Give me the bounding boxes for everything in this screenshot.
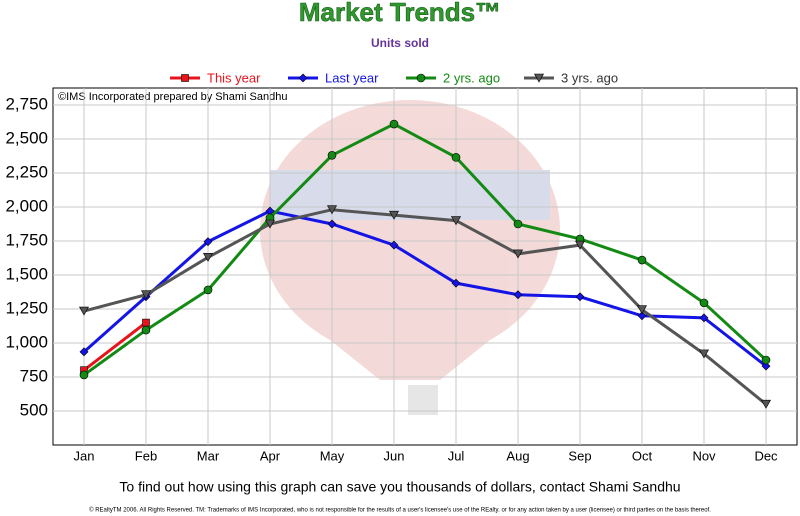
y-tick-label: 750 (20, 366, 48, 385)
x-tick-label: Sep (568, 448, 591, 463)
x-tick-label: Jun (384, 448, 405, 463)
marker (699, 298, 709, 308)
marker (637, 311, 647, 321)
marker (141, 325, 151, 335)
y-tick-label: 1,250 (5, 298, 48, 317)
legend-label: 3 yrs. ago (561, 70, 618, 85)
marker (327, 219, 337, 229)
legend-label: 2 yrs. ago (443, 70, 500, 85)
chart-subtitle: Units sold (371, 36, 429, 50)
marker (636, 305, 648, 315)
y-tick-label: 1,500 (5, 264, 48, 283)
marker (298, 73, 308, 83)
marker (698, 349, 710, 359)
x-tick-label: Jul (448, 448, 465, 463)
marker (451, 278, 461, 288)
marker (79, 347, 89, 357)
plot-area (52, 87, 798, 446)
marker (78, 306, 90, 316)
marker (326, 205, 338, 215)
marker (450, 216, 462, 226)
marker (79, 370, 89, 380)
series-line (83, 321, 147, 372)
y-tick-label: 500 (20, 400, 48, 419)
x-tick-label: May (320, 448, 345, 463)
marker (575, 292, 585, 302)
legend-label: Last year (325, 70, 379, 85)
fine-print: © REaltyTM 2006. All Rights Reserved. TM… (89, 507, 711, 514)
marker (140, 290, 152, 300)
footer: To find out how using this graph can sav… (119, 479, 680, 495)
marker (181, 74, 189, 82)
y-tick-label: 2,250 (5, 162, 48, 181)
marker (699, 313, 709, 323)
y-tick-label: 1,750 (5, 230, 48, 249)
x-tick-label: Feb (135, 448, 157, 463)
marker (203, 237, 213, 247)
marker (451, 153, 461, 162)
x-tick-label: Dec (754, 448, 778, 463)
marker (574, 240, 586, 250)
marker (513, 219, 523, 229)
marker (761, 361, 771, 371)
y-tick-label: 2,000 (5, 196, 48, 215)
y-tick-label: 2,500 (5, 128, 48, 147)
x-tick-label: Aug (506, 448, 529, 463)
x-tick-label: Jan (74, 448, 95, 463)
marker (388, 210, 400, 220)
series-line (83, 208, 767, 406)
marker (637, 255, 647, 265)
marker (389, 119, 399, 129)
x-tick-label: Oct (632, 448, 653, 463)
marker (416, 73, 426, 83)
y-tick-label: 1,000 (5, 332, 48, 351)
marker (327, 151, 337, 160)
watermark (260, 100, 560, 415)
legend-label: This year (207, 70, 261, 85)
marker (761, 355, 771, 365)
chart-title: Market Trends™ (299, 0, 501, 27)
marker (760, 399, 772, 409)
series (78, 205, 772, 409)
x-tick-label: Nov (692, 448, 716, 463)
series (79, 119, 771, 380)
marker (203, 285, 213, 295)
x-tick-label: Mar (197, 448, 220, 463)
marker (512, 249, 524, 259)
marker (202, 253, 214, 262)
annotation: ©IMS Incorporated prepared by Shami Sand… (58, 91, 287, 103)
marker (389, 240, 399, 250)
series-line (83, 122, 768, 377)
marker (533, 73, 545, 83)
marker (264, 219, 276, 229)
y-tick-label: 2,750 (5, 94, 48, 113)
marker (513, 290, 523, 300)
x-tick-label: Apr (260, 448, 281, 463)
marker (142, 318, 150, 327)
